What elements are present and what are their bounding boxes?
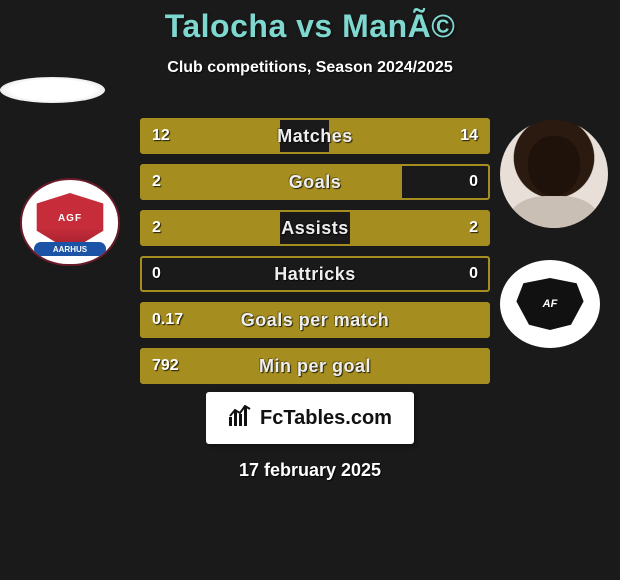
stat-value-right: 2 — [469, 212, 478, 244]
brand-text: FcTables.com — [260, 407, 392, 430]
stat-row: Goals2 0 — [140, 164, 490, 200]
footer: FcTables.com 17 february 2025 — [0, 392, 620, 481]
stat-value-left: 2 — [152, 166, 161, 198]
stat-value-left: 0 — [152, 258, 161, 290]
stat-label: Min per goal — [142, 350, 488, 382]
club-code-right: AF — [543, 298, 558, 310]
stat-value-left: 792 — [152, 350, 179, 382]
stat-label: Goals — [142, 166, 488, 198]
player-right-club-crest: AF — [500, 260, 600, 348]
content: Talocha vs ManÃ© Club competitions, Seas… — [0, 0, 620, 580]
page-title: Talocha vs ManÃ© — [0, 8, 620, 45]
stat-row: Matches12 14 — [140, 118, 490, 154]
shield-icon: AF — [515, 278, 585, 330]
stat-label: Hattricks — [142, 258, 488, 290]
player-left-photo — [0, 77, 105, 103]
stat-row: Hattricks0 0 — [140, 256, 490, 292]
page-subtitle: Club competitions, Season 2024/2025 — [0, 59, 620, 77]
stat-value-right: 0 — [469, 166, 478, 198]
stat-value-left: 12 — [152, 120, 170, 152]
footer-date: 17 february 2025 — [0, 460, 620, 481]
player-right-photo — [500, 120, 608, 228]
stat-value-right: 0 — [469, 258, 478, 290]
player-left-club-crest: AGF AARHUS — [20, 178, 120, 266]
stat-label: Goals per match — [142, 304, 488, 336]
club-code-left: AGF — [58, 213, 82, 224]
chart-icon — [228, 405, 252, 431]
brand-badge: FcTables.com — [206, 392, 414, 444]
stat-value-right: 14 — [460, 120, 478, 152]
stat-value-left: 0.17 — [152, 304, 183, 336]
club-city-left: AARHUS — [34, 242, 106, 256]
stat-row: Min per goal792 — [140, 348, 490, 384]
stat-value-left: 2 — [152, 212, 161, 244]
stat-label: Matches — [142, 120, 488, 152]
stats-container: Matches1214Goals20Assists22Hattricks00Go… — [140, 118, 490, 394]
stat-row: Goals per match0.17 — [140, 302, 490, 338]
stat-label: Assists — [142, 212, 488, 244]
stat-row: Assists2 2 — [140, 210, 490, 246]
